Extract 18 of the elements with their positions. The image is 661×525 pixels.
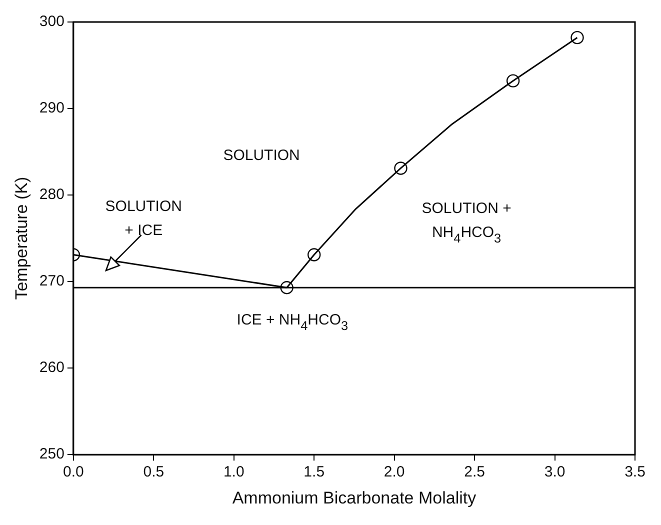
x-tick-label: 3.5 <box>624 464 646 481</box>
y-tick-label: 250 <box>39 446 64 463</box>
y-tick-label: 300 <box>39 13 64 30</box>
annotation: SOLUTION + ICE <box>105 198 182 239</box>
y-tick-label: 260 <box>39 359 64 376</box>
x-tick-label: 1.5 <box>304 464 325 481</box>
x-tick-label: 2.0 <box>384 464 405 481</box>
x-tick-label: 2.5 <box>464 464 485 481</box>
y-tick-label: 280 <box>39 186 64 204</box>
x-axis-title: Ammonium Bicarbonate Molality <box>232 488 477 508</box>
y-tick-label: 290 <box>39 100 64 117</box>
y-axis-title: Temperature (K) <box>12 176 31 300</box>
x-tick-label: 1.0 <box>223 464 244 481</box>
x-tick-label: 0.0 <box>62 464 84 481</box>
annotation: SOLUTION <box>223 147 300 164</box>
x-tick-label: 0.5 <box>143 464 164 481</box>
x-tick-label: 3.0 <box>544 464 566 481</box>
y-tick-label: 270 <box>39 272 64 290</box>
